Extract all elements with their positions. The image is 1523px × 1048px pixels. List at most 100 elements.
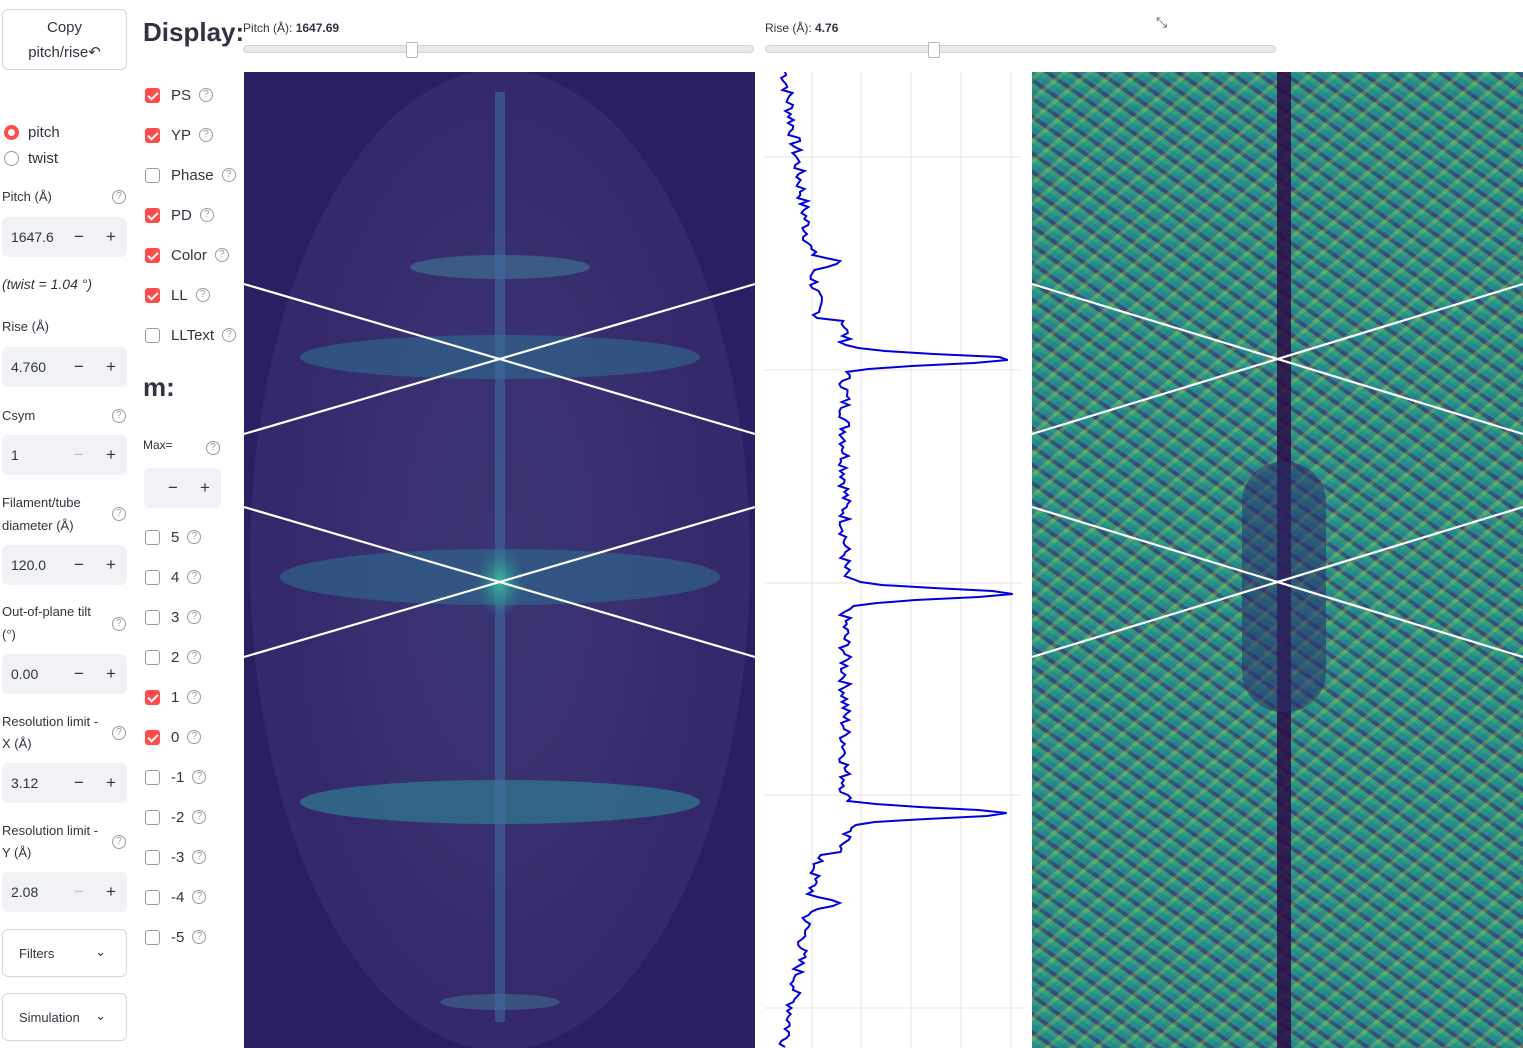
radio-pitch-indicator[interactable] [4, 124, 19, 140]
m-option[interactable]: 1? [145, 686, 202, 708]
m-option[interactable]: -1? [145, 766, 207, 788]
csym-help-icon[interactable]: ? [112, 409, 126, 423]
tilt-input[interactable]: 0.00 − + [2, 654, 127, 694]
display-option[interactable]: Phase? [145, 164, 236, 186]
resx-increment-button[interactable]: + [106, 773, 116, 792]
simulation-expander[interactable]: Simulation ⌄ [2, 993, 127, 1041]
display-checkbox[interactable] [145, 87, 160, 103]
help-icon[interactable]: ? [187, 730, 202, 744]
display-checkbox[interactable] [145, 167, 160, 183]
m-checkbox[interactable] [145, 609, 160, 625]
help-icon[interactable]: ? [192, 810, 207, 824]
display-option[interactable]: Color? [145, 244, 229, 266]
rise-input[interactable]: 4.760 − + [2, 347, 127, 387]
display-option[interactable]: PS? [145, 84, 214, 106]
diameter-decrement-button[interactable]: − [74, 555, 84, 574]
csym-decrement-button[interactable]: − [74, 445, 84, 464]
resx-value[interactable]: 3.12 [11, 775, 39, 791]
tilt-value[interactable]: 0.00 [11, 666, 39, 682]
m-option[interactable]: -4? [145, 886, 207, 908]
help-icon[interactable]: ? [187, 610, 202, 624]
m-option[interactable]: 0? [145, 726, 202, 748]
help-icon[interactable]: ? [192, 850, 207, 864]
help-icon[interactable]: ? [222, 328, 237, 342]
resy-increment-button[interactable]: + [106, 882, 116, 901]
m-checkbox[interactable] [145, 769, 160, 785]
display-option[interactable]: PD? [145, 204, 214, 226]
help-icon[interactable]: ? [199, 128, 214, 142]
rise-slider-track[interactable] [765, 45, 1276, 53]
m-option[interactable]: -3? [145, 846, 207, 868]
pitch-slider-track[interactable] [243, 45, 754, 53]
max-increment-button[interactable]: + [200, 478, 210, 497]
m-option[interactable]: -5? [145, 926, 207, 948]
help-icon[interactable]: ? [199, 208, 214, 222]
m-checkbox[interactable] [145, 729, 160, 745]
pitch-value[interactable]: 1647.6 [11, 229, 54, 245]
radio-twist-indicator[interactable] [4, 150, 19, 166]
resy-help-icon[interactable]: ? [112, 835, 126, 849]
help-icon[interactable]: ? [187, 650, 202, 664]
max-input[interactable]: − + [144, 468, 221, 508]
rise-decrement-button[interactable]: − [74, 357, 84, 376]
tilt-increment-button[interactable]: + [106, 664, 116, 683]
help-icon[interactable]: ? [187, 530, 202, 544]
display-option[interactable]: LL? [145, 284, 210, 306]
diameter-increment-button[interactable]: + [106, 555, 116, 574]
m-option[interactable]: -2? [145, 806, 207, 828]
display-option[interactable]: YP? [145, 124, 214, 146]
csym-increment-button[interactable]: + [106, 445, 116, 464]
m-option[interactable]: 2? [145, 646, 202, 668]
m-checkbox[interactable] [145, 929, 160, 945]
m-option[interactable]: 3? [145, 606, 202, 628]
resx-help-icon[interactable]: ? [112, 726, 126, 740]
help-icon[interactable]: ? [199, 88, 214, 102]
help-icon[interactable]: ? [195, 288, 210, 302]
display-checkbox[interactable] [145, 127, 160, 143]
display-option[interactable]: LLText? [145, 324, 237, 346]
display-checkbox[interactable] [145, 247, 160, 263]
tilt-decrement-button[interactable]: − [74, 664, 84, 683]
pitch-decrement-button[interactable]: − [74, 227, 84, 246]
pitch-increment-button[interactable]: + [106, 227, 116, 246]
m-checkbox[interactable] [145, 529, 160, 545]
m-option[interactable]: 4? [145, 566, 202, 588]
display-checkbox[interactable] [145, 207, 160, 223]
rise-slider-thumb[interactable] [927, 42, 940, 58]
help-icon[interactable]: ? [192, 770, 207, 784]
rise-value[interactable]: 4.760 [11, 359, 47, 375]
m-checkbox[interactable] [145, 569, 160, 585]
resx-input[interactable]: 3.12 − + [2, 763, 127, 803]
m-checkbox[interactable] [145, 889, 160, 905]
resy-input[interactable]: 2.08 − + [2, 872, 127, 912]
help-icon[interactable]: ? [192, 890, 207, 904]
diameter-input[interactable]: 120.0 − + [2, 545, 127, 585]
rise-increment-button[interactable]: + [106, 357, 116, 376]
m-checkbox[interactable] [145, 809, 160, 825]
resx-decrement-button[interactable]: − [74, 773, 84, 792]
pitch-slider-thumb[interactable] [405, 42, 418, 58]
help-icon[interactable]: ? [187, 690, 202, 704]
resy-decrement-button[interactable]: − [74, 882, 84, 901]
diameter-value[interactable]: 120.0 [11, 557, 47, 573]
pitch-help-icon[interactable]: ? [112, 190, 126, 204]
csym-input[interactable]: 1 − + [2, 435, 127, 475]
phase-difference-image[interactable] [1032, 72, 1523, 1048]
pitch-input[interactable]: 1647.6 − + [2, 217, 127, 257]
diameter-help-icon[interactable]: ? [112, 507, 126, 521]
m-checkbox[interactable] [145, 689, 160, 705]
max-decrement-button[interactable]: − [168, 478, 178, 497]
m-option[interactable]: 5? [145, 526, 202, 548]
resy-value[interactable]: 2.08 [11, 884, 39, 900]
power-spectrum-image[interactable] [244, 72, 755, 1048]
tilt-help-icon[interactable]: ? [112, 617, 126, 631]
filters-expander[interactable]: Filters ⌄ [2, 929, 127, 977]
max-help-icon[interactable]: ? [206, 441, 220, 455]
csym-value[interactable]: 1 [11, 447, 19, 463]
fullscreen-expand-icon[interactable]: ⤡ [1156, 14, 1168, 30]
display-checkbox[interactable] [145, 327, 160, 343]
radio-pitch[interactable]: pitch [4, 121, 60, 143]
display-checkbox[interactable] [145, 287, 160, 303]
m-checkbox[interactable] [145, 649, 160, 665]
m-checkbox[interactable] [145, 849, 160, 865]
